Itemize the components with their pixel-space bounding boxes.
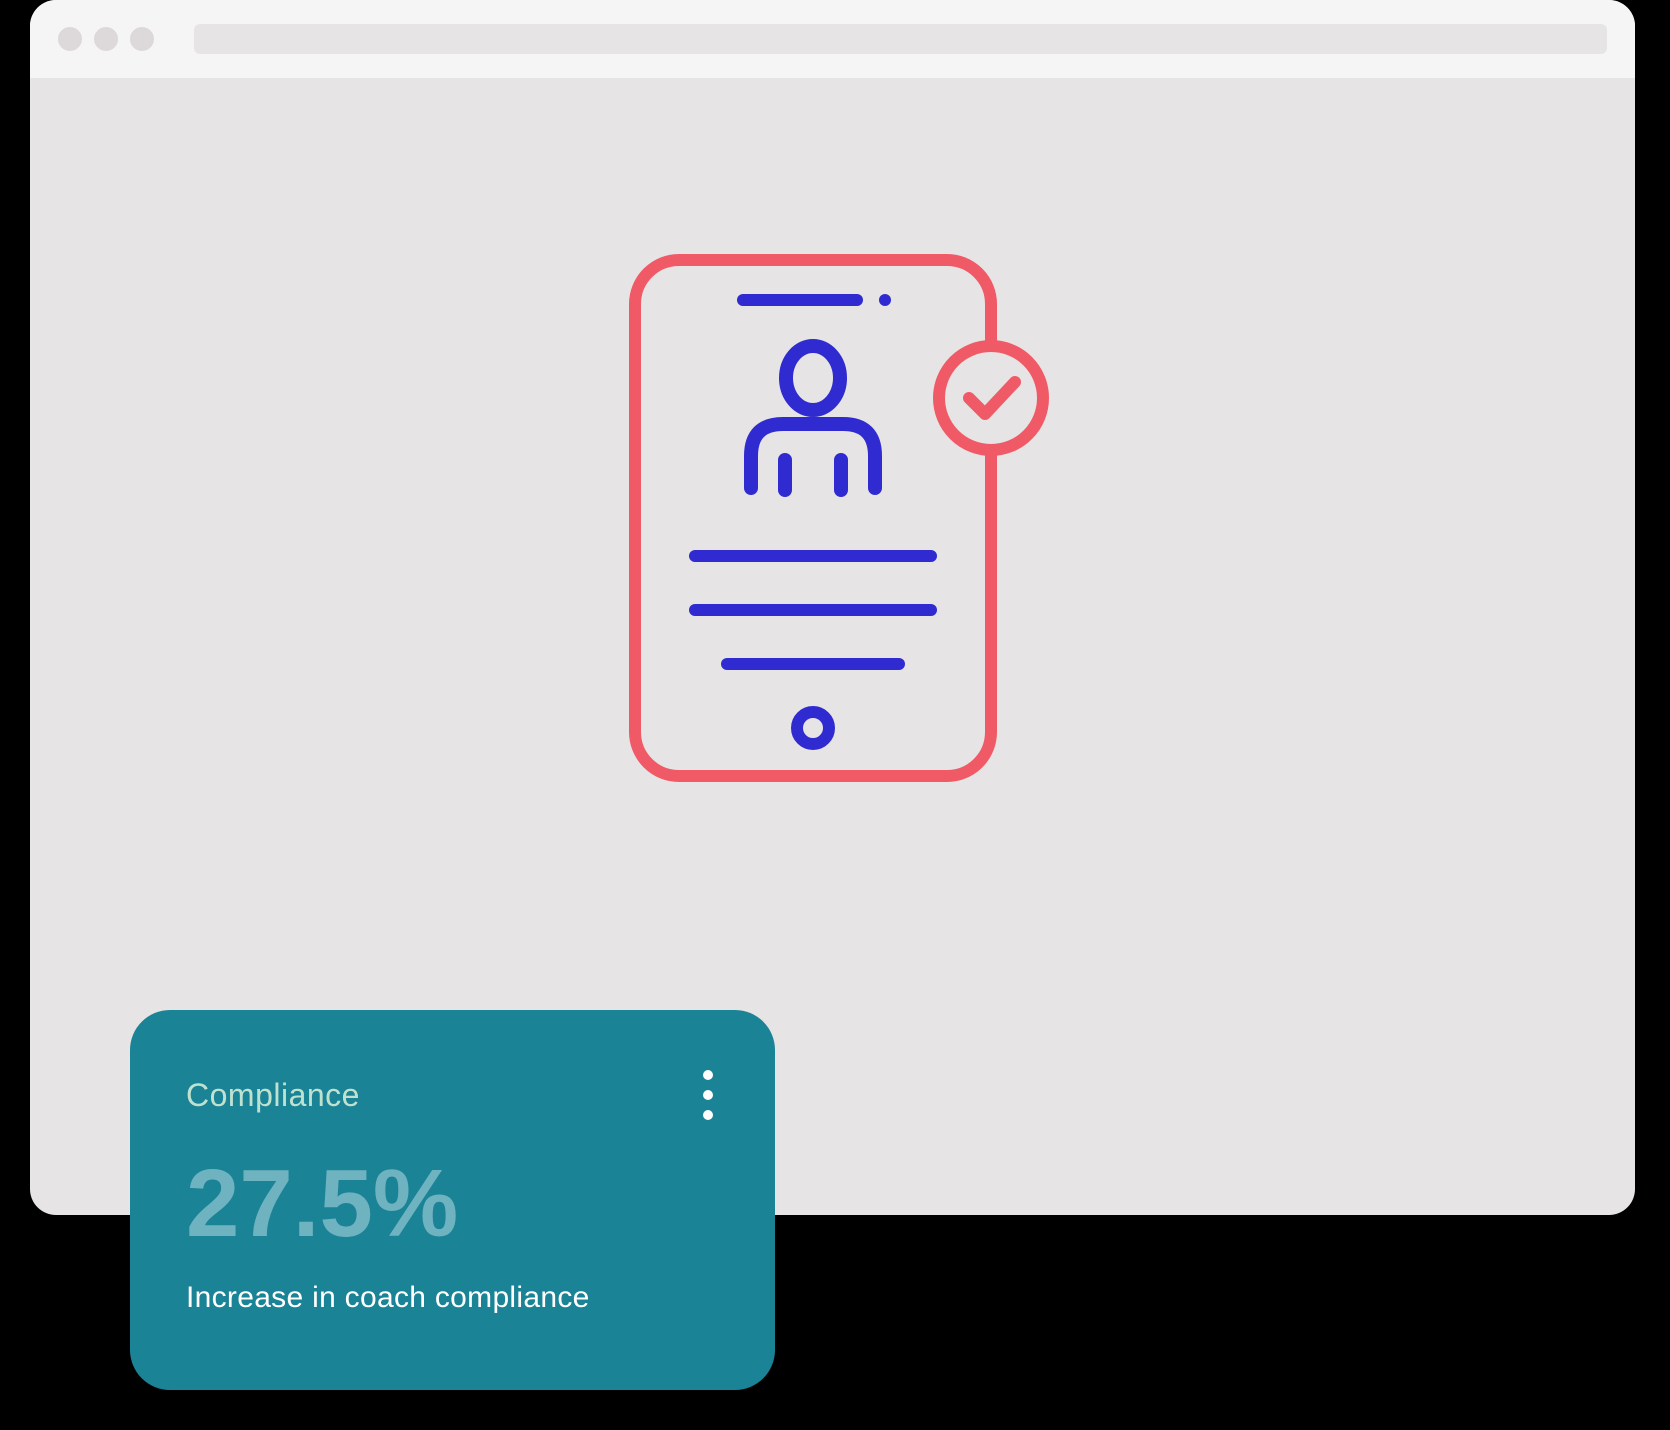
traffic-light-maximize[interactable] [130,27,154,51]
compliance-stat-card: Compliance 27.5% Increase in coach compl… [130,1010,775,1390]
traffic-lights [58,27,154,51]
profile-verified-icon [613,238,1053,798]
stat-card-description: Increase in coach compliance [186,1281,719,1315]
traffic-light-minimize[interactable] [94,27,118,51]
browser-chrome [30,0,1635,78]
stat-card-value: 27.5% [186,1154,719,1255]
address-bar[interactable] [194,24,1607,54]
traffic-light-close[interactable] [58,27,82,51]
more-menu-icon[interactable] [697,1064,719,1126]
stat-card-title: Compliance [186,1077,360,1114]
stat-card-header: Compliance [186,1064,719,1126]
